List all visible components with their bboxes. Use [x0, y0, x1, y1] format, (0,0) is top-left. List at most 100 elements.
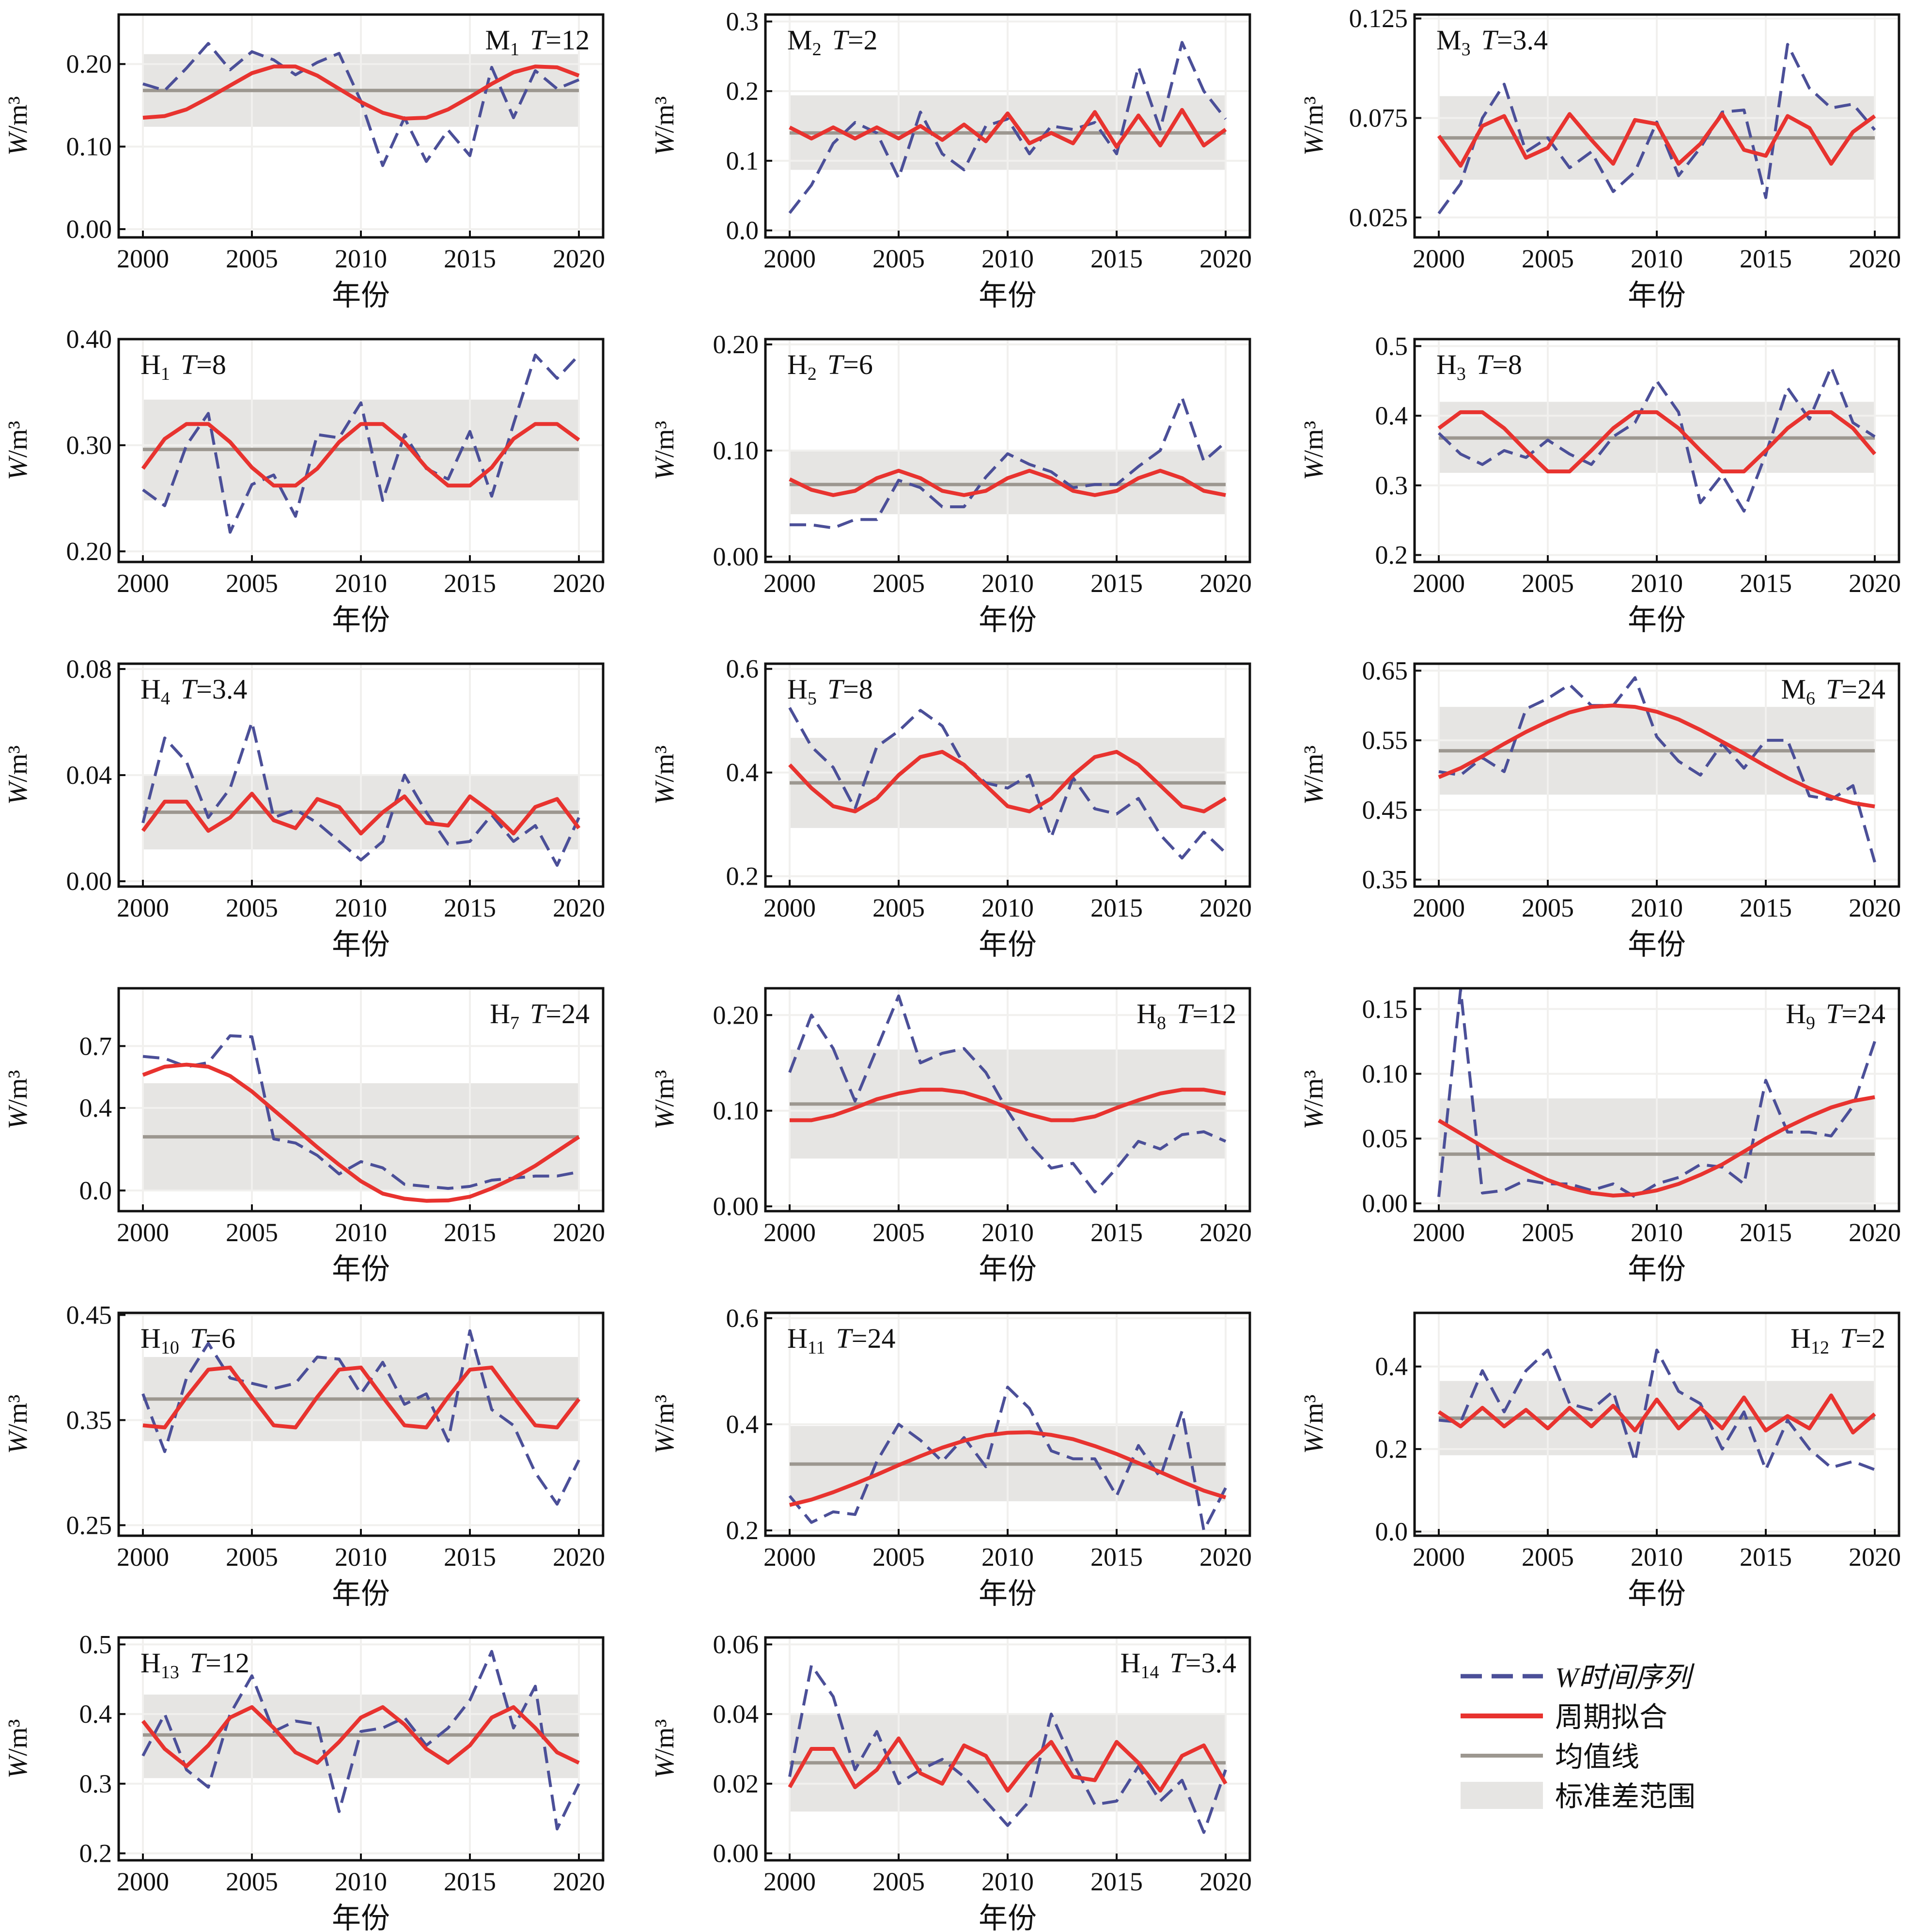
x-tick-label: 2010 [1631, 569, 1683, 598]
panel: 2000 2005 2010 2015 2020 0.2 0.3 0.4 0.5 W/m³ 年份 H1… [3, 1630, 605, 1932]
x-tick-label: 2020 [1199, 1867, 1252, 1896]
x-tick-label: 2005 [226, 569, 278, 598]
panel: 2000 2005 2010 2015 2020 0.00 0.04 0.08 W/m³ 年份 H4… [3, 654, 605, 961]
w-series-line [790, 396, 1227, 530]
w-series-line [1438, 676, 1876, 863]
x-tick-label: 2005 [872, 1218, 925, 1247]
fit-line [789, 468, 1226, 497]
x-tick-label: 2020 [1849, 1542, 1901, 1572]
x-tick-label: 2015 [1090, 893, 1143, 922]
fit-line [1437, 1393, 1876, 1434]
y-tick-label: 0.2 [1375, 1434, 1408, 1464]
x-tick-label: 2015 [1740, 244, 1792, 273]
y-tick-label: 0.00 [713, 542, 759, 571]
fit-line [1438, 703, 1875, 809]
x-tick-label: 2015 [444, 244, 496, 273]
y-tick-label: 0.04 [713, 1699, 759, 1729]
x-tick-label: 2000 [763, 244, 816, 273]
x-tick-label: 2000 [1413, 569, 1465, 598]
panel: 2000 2005 2010 2015 2020 0.025 0.075 0.125 W/m³ 年… [1299, 4, 1901, 312]
w-series-line [1437, 988, 1876, 1199]
x-tick-label: 2015 [1740, 1542, 1792, 1572]
x-tick-label: 2015 [1090, 244, 1143, 273]
y-tick-label: 0.5 [1375, 331, 1408, 360]
x-tick-label: 2015 [444, 1867, 496, 1896]
y-tick-label: 0.125 [1349, 4, 1408, 33]
x-tick-label: 2005 [1522, 1542, 1574, 1572]
y-tick-label: 0.00 [1362, 1189, 1408, 1218]
fit-line [788, 1736, 1228, 1793]
y-tick-label: 0.4 [726, 1410, 759, 1439]
x-tick-label: 2015 [1740, 893, 1792, 922]
y-tick-label: 0.06 [713, 1630, 759, 1659]
x-tick-label: 2005 [872, 893, 925, 922]
x-tick-label: 2015 [1740, 569, 1792, 598]
y-tick-label: 0.20 [713, 1000, 759, 1029]
x-tick-label: 2020 [1199, 893, 1252, 922]
w-series-line [1438, 1348, 1876, 1471]
panel-title: H7 T=24 [490, 998, 590, 1033]
y-tick-label: 0.02 [713, 1769, 759, 1798]
x-tick-label: 2000 [1413, 244, 1465, 273]
panel: 2000 2005 2010 2015 2020 0.25 0.35 0.45 W/m³ 年份 H1… [3, 1300, 605, 1610]
panel: 2000 2005 2010 2015 2020 0.2 0.4 0.6 W/m³ 年份 H11 T=… [650, 1304, 1252, 1610]
panel: 2000 2005 2010 2015 2020 0.00 0.10 0.20 W/m³ 年份 M1… [3, 13, 605, 312]
y-tick-label: 0.075 [1349, 104, 1408, 133]
y-tick-label: 0.025 [1349, 203, 1408, 232]
x-tick-label: 2005 [1522, 1218, 1574, 1247]
y-tick-label: 0.6 [726, 1304, 759, 1333]
x-tick-label: 2010 [335, 1218, 387, 1247]
y-tick-label: 0.0 [79, 1176, 112, 1205]
panel-title: H2 T=6 [787, 349, 873, 384]
x-axis-label: 年份 [979, 604, 1037, 636]
w-series-line [1437, 365, 1876, 513]
w-series-line [141, 1650, 580, 1831]
panel-title: H5 T=8 [787, 673, 873, 709]
x-tick-label: 2010 [335, 893, 387, 922]
y-axis-label: W/m³ [1299, 421, 1329, 481]
panel-title: H14 T=3.4 [1121, 1647, 1236, 1683]
y-tick-label: 0.3 [726, 7, 759, 36]
x-tick-label: 2000 [1413, 1542, 1465, 1572]
x-tick-label: 2020 [553, 1218, 605, 1247]
w-series-line [788, 707, 1227, 860]
panel-title: H3 T=8 [1436, 349, 1522, 384]
x-tick-label: 2005 [226, 1542, 278, 1572]
x-tick-label: 2020 [553, 1867, 605, 1896]
x-tick-label: 2000 [117, 244, 169, 273]
x-tick-label: 2000 [763, 1867, 816, 1896]
y-tick-label: 0.4 [1375, 1352, 1408, 1381]
x-tick-label: 2020 [553, 1542, 605, 1572]
x-tick-label: 2000 [763, 569, 816, 598]
panel-title: H12 T=2 [1790, 1323, 1885, 1358]
panel: 2000 2005 2010 2015 2020 0.0 0.4 0.7 W/m³ 年份 H7 T=2… [3, 987, 605, 1285]
y-tick-label: 0.2 [726, 862, 759, 891]
w-series-line [788, 41, 1227, 214]
y-tick-label: 0.4 [1375, 401, 1408, 430]
x-tick-label: 2010 [1631, 1218, 1683, 1247]
w-series-line [141, 720, 580, 867]
x-tick-label: 2000 [117, 1218, 169, 1247]
panel-title: H13 T=12 [140, 1647, 249, 1683]
legend-fit-label: 周期拟合 [1555, 1701, 1667, 1733]
x-tick-label: 2000 [117, 893, 169, 922]
x-tick-label: 2000 [1413, 1218, 1465, 1247]
fit-line [788, 749, 1227, 813]
panel-title: H8 T=12 [1136, 998, 1236, 1033]
x-tick-label: 2010 [1631, 244, 1683, 273]
x-axis-label: 年份 [979, 1902, 1037, 1932]
y-axis-label: W/m³ [650, 1719, 680, 1779]
x-tick-label: 2015 [1090, 1542, 1143, 1572]
x-axis-label: 年份 [979, 1253, 1037, 1285]
x-tick-label: 2020 [1199, 569, 1252, 598]
fit-line [1437, 1095, 1875, 1198]
w-series-line [1437, 43, 1876, 215]
x-tick-label: 2020 [553, 893, 605, 922]
y-axis-label: W/m³ [650, 1070, 680, 1130]
x-axis-label: 年份 [1628, 604, 1686, 636]
y-axis-label: W/m³ [1299, 1395, 1329, 1454]
y-tick-label: 0.40 [66, 325, 112, 354]
y-tick-label: 0.08 [66, 654, 112, 684]
x-tick-label: 2020 [1199, 244, 1252, 273]
x-tick-label: 2020 [553, 569, 605, 598]
